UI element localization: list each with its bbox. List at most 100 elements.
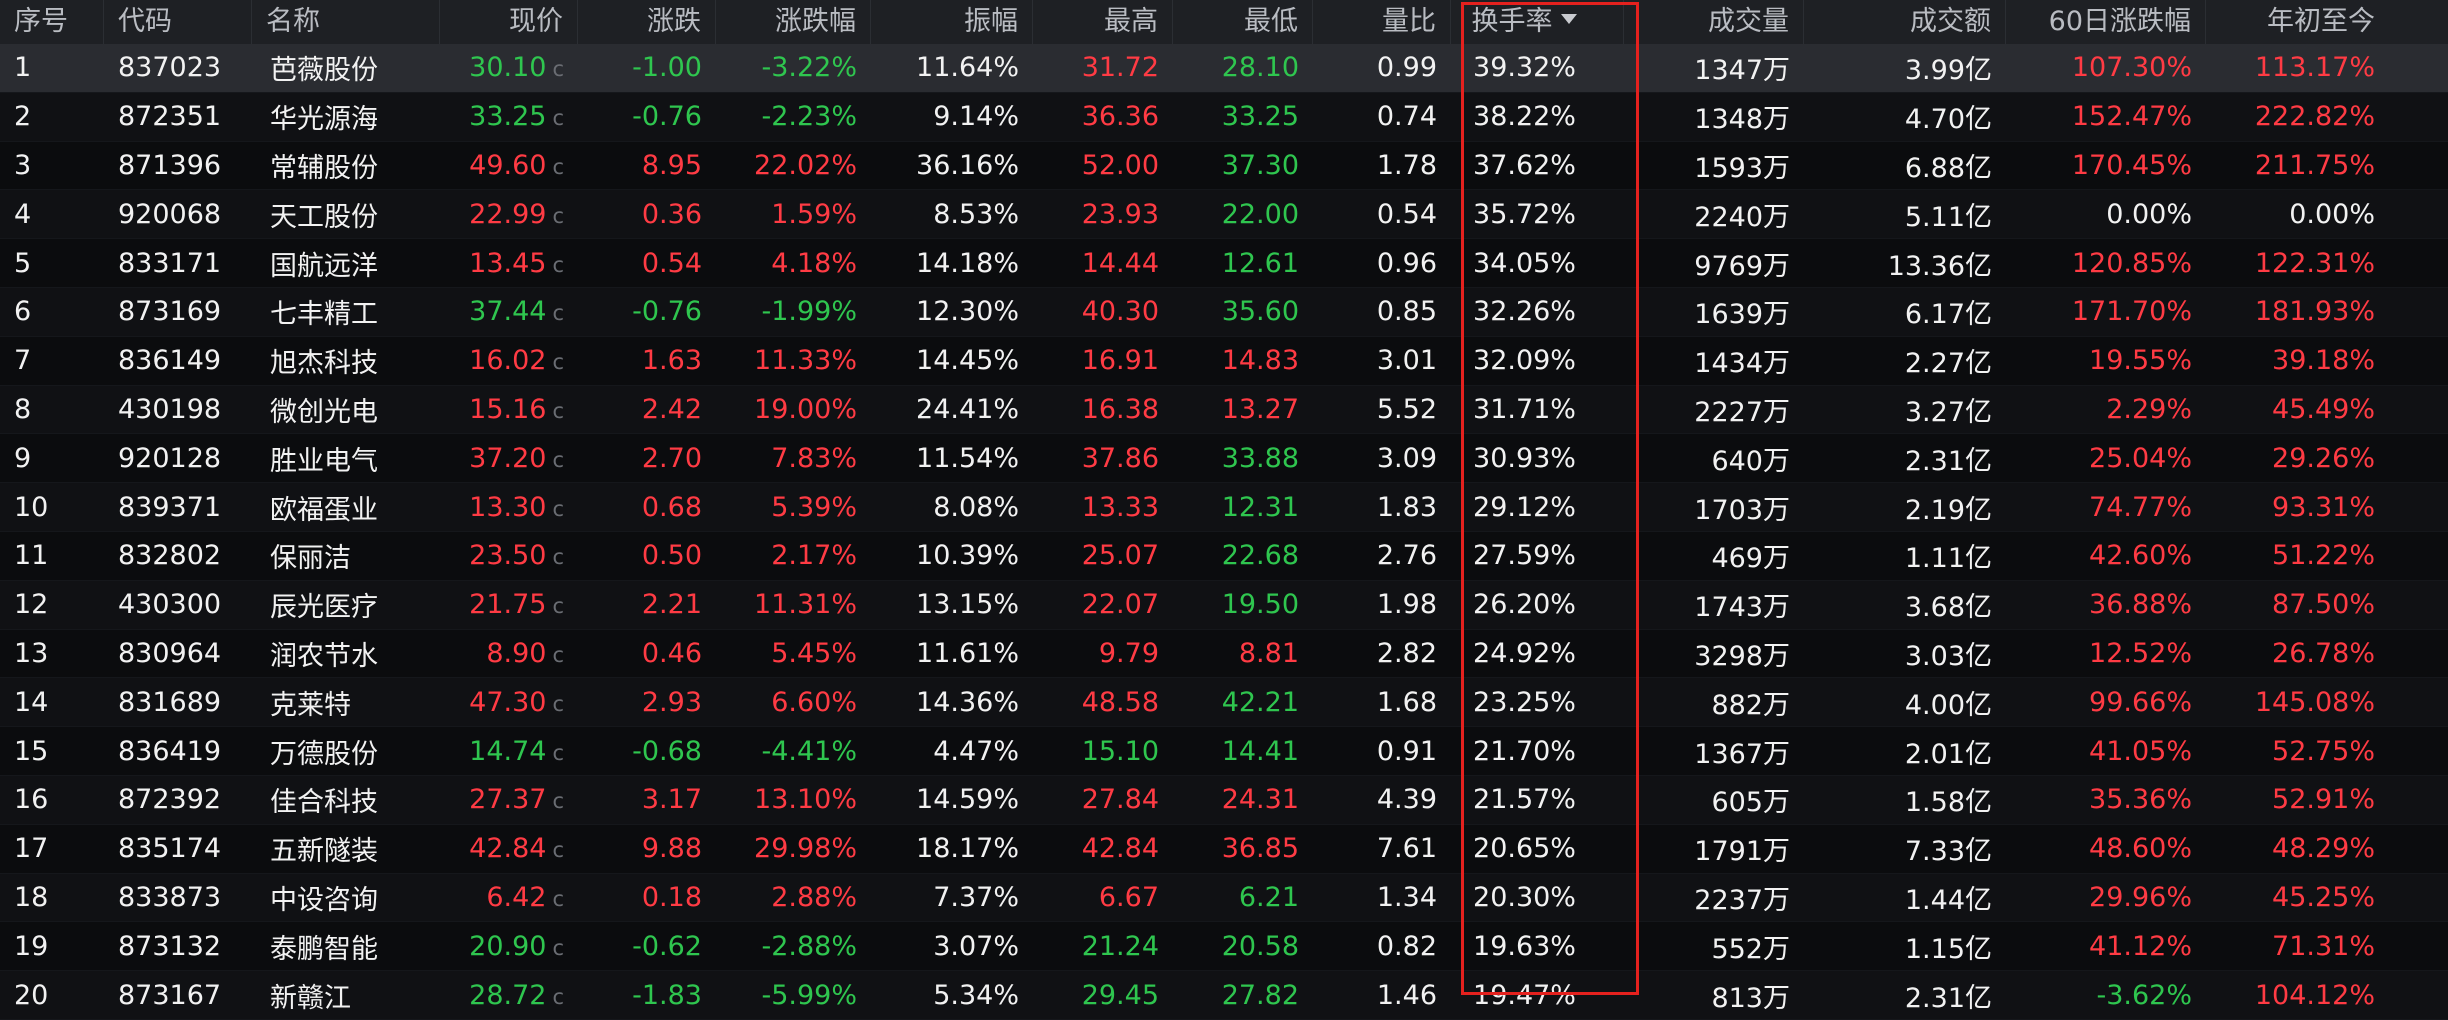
cell-amplitude-value: 11.54% <box>916 442 1019 474</box>
cell-price-value: 14.74 <box>469 735 547 767</box>
cell-amplitude: 14.36% <box>871 687 1033 718</box>
cell-turnover-value: 20.30% <box>1473 881 1576 913</box>
cell-volume-value: 1743万 <box>1694 592 1790 624</box>
table-row[interactable]: 16 872392 佳合科技 27.37 c 3.17 13.10% 14.59% 27.84 2… <box>0 775 2448 825</box>
cell-pct: -3.22% <box>716 52 871 83</box>
cell-60d: 107.30% <box>2006 52 2206 83</box>
table-row[interactable]: 19 873132 泰鹏智能 20.90 c -0.62 -2.88% 3.07% 21.24 2… <box>0 922 2448 972</box>
col-header-volume[interactable]: 成交量 <box>1624 0 1804 44</box>
cell-high: 15.10 <box>1033 736 1173 767</box>
cell-low: 35.60 <box>1173 296 1313 327</box>
cell-amplitude-value: 3.07% <box>933 930 1019 962</box>
cell-amount-value: 5.11亿 <box>1904 201 1992 233</box>
table-row[interactable]: 17 835174 五新隧装 42.84 c 9.88 29.98% 18.17% 42.84 3… <box>0 824 2448 874</box>
table-row[interactable]: 9 920128 胜业电气 37.20 c 2.70 7.83% 11.54% 37.86 33.… <box>0 434 2448 484</box>
table-row[interactable]: 1 837023 芭薇股份 30.10 c -1.00 -3.22% 11.64% 31.72 2… <box>0 44 2448 93</box>
cell-pct-value: 2.88% <box>771 881 857 913</box>
cell-code: 831689 <box>104 687 252 718</box>
table-row[interactable]: 10 839371 欧福蛋业 13.30 c 0.68 5.39% 8.08% 13.33 12.… <box>0 483 2448 532</box>
table-row[interactable]: 2 872351 华光源海 33.25 c -0.76 -2.23% 9.14% 36.36 33… <box>0 92 2448 142</box>
cell-pct: -4.41% <box>716 736 871 767</box>
cell-ytd-value: 104.12% <box>2254 979 2375 1011</box>
cell-change-value: 0.54 <box>641 247 702 279</box>
col-header-60d[interactable]: 60日涨跌幅 <box>2006 0 2206 44</box>
table-row[interactable]: 14 831689 克莱特 47.30 c 2.93 6.60% 14.36% 48.58 42.… <box>0 678 2448 728</box>
cell-volume-ratio: 3.01 <box>1313 345 1451 376</box>
table-row[interactable]: 20 873167 新赣江 28.72 c -1.83 -5.99% 5.34% 29.45 27… <box>0 971 2448 1020</box>
col-header-price[interactable]: 现价 <box>440 0 578 44</box>
cell-change-value: -0.76 <box>632 296 702 328</box>
cell-pct: 13.10% <box>716 784 871 815</box>
col-header-high[interactable]: 最高 <box>1033 0 1173 44</box>
col-header-index[interactable]: 序号 <box>0 0 104 44</box>
cell-ytd: 113.17% <box>2206 52 2389 83</box>
cell-code-value: 836149 <box>118 345 222 377</box>
cell-change-value: 2.21 <box>641 589 702 621</box>
cell-60d-value: -3.62% <box>2096 979 2192 1011</box>
col-header-name[interactable]: 名称 <box>252 0 440 44</box>
cell-index: 17 <box>0 833 104 864</box>
cell-high-value: 52.00 <box>1081 149 1159 181</box>
cell-code-value: 835174 <box>118 833 222 865</box>
cell-price: 6.42 c <box>440 882 578 913</box>
table-row[interactable]: 3 871396 常辅股份 49.60 c 8.95 22.02% 36.16% 52.00 37… <box>0 141 2448 191</box>
cell-change-value: 1.63 <box>641 345 702 377</box>
cell-high: 16.91 <box>1033 345 1173 376</box>
table-row[interactable]: 12 430300 辰光医疗 21.75 c 2.21 11.31% 13.15% 22.07 1… <box>0 580 2448 630</box>
cell-index-value: 1 <box>14 52 32 84</box>
cell-high: 31.72 <box>1033 52 1173 83</box>
col-header-volume-ratio[interactable]: 量比 <box>1313 0 1451 44</box>
cell-pct-value: 5.45% <box>771 637 857 669</box>
cell-code-value: 833873 <box>118 881 222 913</box>
cell-pct: -2.88% <box>716 931 871 962</box>
cell-name-value: 五新隧装 <box>270 836 378 868</box>
cell-amplitude-value: 10.39% <box>916 540 1019 572</box>
table-header: 序号 代码 名称 现价 涨跌 涨跌幅 振幅 最高 最低 量比 换手率 成交量 成… <box>0 0 2448 44</box>
cell-low-value: 42.21 <box>1221 686 1299 718</box>
cell-amount: 1.11亿 <box>1804 536 2006 575</box>
table-row[interactable]: 11 832802 保丽洁 23.50 c 0.50 2.17% 10.39% 25.07 22.… <box>0 531 2448 581</box>
cell-ytd-value: 71.31% <box>2272 930 2375 962</box>
cell-amplitude: 14.45% <box>871 345 1033 376</box>
cell-amount: 2.01亿 <box>1804 732 2006 771</box>
cell-change: 0.54 <box>578 248 716 279</box>
table-row[interactable]: 8 430198 微创光电 15.16 c 2.42 19.00% 24.41% 16.38 13… <box>0 385 2448 435</box>
cell-turnover-value: 20.65% <box>1473 833 1576 865</box>
table-row[interactable]: 13 830964 润农节水 8.90 c 0.46 5.45% 11.61% 9.79 8.81… <box>0 629 2448 679</box>
cell-ytd: 211.75% <box>2206 150 2389 181</box>
col-header-low[interactable]: 最低 <box>1173 0 1313 44</box>
cell-price: 49.60 c <box>440 150 578 181</box>
cell-code-value: 872351 <box>118 101 222 133</box>
table-row[interactable]: 4 920068 天工股份 22.99 c 0.36 1.59% 8.53% 23.93 22.0… <box>0 190 2448 240</box>
table-row[interactable]: 6 873169 七丰精工 37.44 c -0.76 -1.99% 12.30% 40.30 3… <box>0 287 2448 337</box>
cell-code-value: 873167 <box>118 979 222 1011</box>
cell-price: 13.30 c <box>440 492 578 523</box>
cell-volume-ratio: 1.34 <box>1313 882 1451 913</box>
cell-code: 832802 <box>104 540 252 571</box>
col-header-amplitude[interactable]: 振幅 <box>871 0 1033 44</box>
cell-price-value: 15.16 <box>469 393 547 425</box>
price-flag: c <box>552 886 564 911</box>
col-header-change[interactable]: 涨跌 <box>578 0 716 44</box>
cell-price: 27.37 c <box>440 784 578 815</box>
cell-amount-value: 1.11亿 <box>1904 543 1992 575</box>
cell-high-value: 6.67 <box>1098 881 1159 913</box>
cell-turnover-value: 38.22% <box>1473 101 1576 133</box>
col-header-pct[interactable]: 涨跌幅 <box>716 0 871 44</box>
cell-volume-ratio: 0.54 <box>1313 199 1451 230</box>
cell-pct-value: 22.02% <box>754 149 857 181</box>
col-header-turnover[interactable]: 换手率 <box>1451 0 1624 44</box>
cell-volume: 1434万 <box>1624 341 1804 380</box>
cell-low: 37.30 <box>1173 150 1313 181</box>
table-row[interactable]: 7 836149 旭杰科技 16.02 c 1.63 11.33% 14.45% 16.91 14… <box>0 336 2448 386</box>
cell-amplitude: 36.16% <box>871 150 1033 181</box>
cell-turnover-value: 31.71% <box>1473 393 1576 425</box>
table-row[interactable]: 18 833873 中设咨询 6.42 c 0.18 2.88% 7.37% 6.67 6.21 1… <box>0 873 2448 923</box>
col-header-ytd[interactable]: 年初至今 <box>2267 6 2375 37</box>
sort-desc-icon[interactable] <box>1560 13 1577 24</box>
table-row[interactable]: 5 833171 国航远洋 13.45 c 0.54 4.18% 14.18% 14.44 12.… <box>0 239 2448 288</box>
table-row[interactable]: 15 836419 万德股份 14.74 c -0.68 -4.41% 4.47% 15.10 1… <box>0 727 2448 776</box>
col-header-amount[interactable]: 成交额 <box>1804 0 2006 44</box>
col-header-code[interactable]: 代码 <box>104 0 252 44</box>
cell-index: 16 <box>0 784 104 815</box>
